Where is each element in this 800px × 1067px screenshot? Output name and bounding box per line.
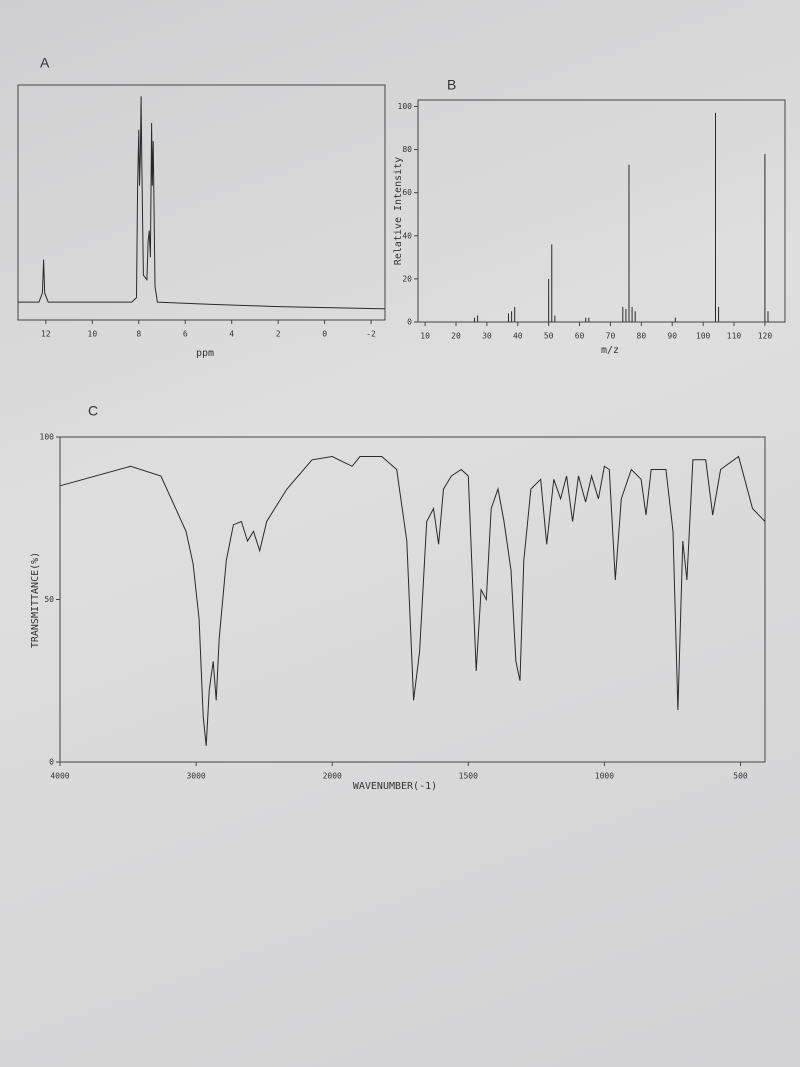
x-tick-label: 500 [733,772,748,781]
x-tick-label: 10 [420,332,430,341]
y-tick-label: 0 [407,318,412,327]
x-tick-label: 40 [513,332,523,341]
plot-frame [17,84,386,321]
x-tick-label: 70 [606,332,616,341]
x-axis-label: ppm [196,348,214,359]
x-tick-label: 30 [482,332,492,341]
x-tick-label: 0 [322,330,327,339]
x-tick-label: 1500 [459,772,478,781]
y-tick-label: 100 [40,433,55,442]
y-tick-label: 60 [402,188,412,197]
x-tick-label: 100 [696,332,711,341]
spectrum-panel: C WAVENUMBER(-1) TRANSMITTANCE(%) 4000 3000 2… [30,403,766,792]
x-tick-label: 50 [544,332,554,341]
x-tick-label: -2 [366,330,376,339]
y-axis-label: Relative Intensity [393,157,404,265]
y-tick-label: 50 [44,595,54,604]
x-tick-label: 90 [667,332,677,341]
y-tick-label: 40 [402,231,412,240]
y-tick-label: 0 [49,758,54,767]
panel-title: A [40,55,50,71]
x-tick-label: 3000 [186,772,205,781]
x-tick-label: 1000 [595,772,614,781]
spectrum-trace [18,96,386,310]
x-tick-label: 6 [183,330,188,339]
x-tick-label: 2 [276,330,281,339]
spectrum-trace [59,455,766,746]
x-tick-label: 10 [88,330,98,339]
y-axis-label: TRANSMITTANCE(%) [30,552,41,648]
x-tick-label: 120 [758,332,773,341]
x-tick-label: 20 [451,332,461,341]
x-tick-label: 4000 [50,772,69,781]
x-tick-label: 110 [727,332,742,341]
x-tick-label: 2000 [323,772,342,781]
x-tick-label: 80 [637,332,647,341]
x-tick-label: 8 [136,330,141,339]
spectrum-panel: Bm/z Relative Intensity 10 20 30 40 50 60 70 80 90… [393,77,786,356]
plot-frame [417,99,786,323]
y-tick-label: 100 [398,102,413,111]
x-tick-label: 60 [575,332,585,341]
x-axis-label: WAVENUMBER(-1) [353,781,437,792]
panel-title: C [88,403,98,419]
panel-title: B [447,77,456,93]
x-tick-label: 4 [229,330,234,339]
x-tick-label: 12 [41,330,51,339]
y-tick-label: 80 [402,145,412,154]
x-axis-label: m/z [601,345,619,356]
y-tick-label: 20 [402,274,412,283]
